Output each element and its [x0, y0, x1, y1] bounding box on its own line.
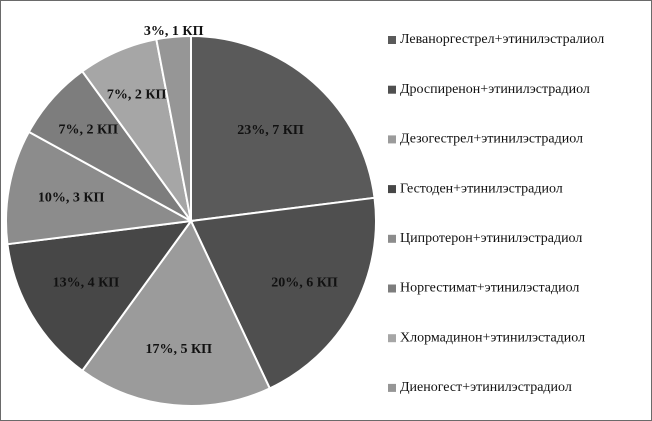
- slice-data-label: 7%, 2 КП: [59, 123, 119, 138]
- legend-swatch: [388, 85, 396, 94]
- pie-slices: [5, 34, 377, 407]
- slice-data-label: 13%, 4 КП: [53, 275, 120, 290]
- legend-label: Ципротерон+этинилэстрадиол: [400, 231, 582, 246]
- pie-slice: [5, 130, 195, 246]
- slice-data-label: 20%, 6 КП: [271, 276, 338, 291]
- legend-label: Хлормадинон+этинилэстадиол: [400, 330, 585, 345]
- slice-data-label: 3%, 1 КП: [144, 24, 204, 39]
- legend-swatch: [388, 36, 396, 44]
- data-labels: 23%, 7 КП 20%, 6 КП 17%, 5 КП 13%, 4 КП 10%,…: [38, 24, 338, 357]
- pie-slice: [155, 34, 192, 222]
- slice-data-label: 10%, 3 КП: [38, 190, 105, 205]
- pie-slice: [80, 219, 272, 407]
- legend-label: Леваноргестрел+этинилэстралиол: [400, 32, 604, 47]
- pie-slice: [6, 219, 194, 373]
- legend: Леваноргестрел+этинилэстралиол Дроспирено…: [388, 32, 604, 395]
- legend-swatch: [388, 383, 396, 392]
- legend-swatch: [388, 234, 396, 243]
- legend-swatch: [388, 185, 396, 194]
- legend-label: Дезогестрел+этинилэстрадиол: [400, 132, 583, 147]
- legend-swatch: [388, 284, 396, 293]
- slice-data-label: 17%, 5 КП: [146, 342, 213, 357]
- legend-label: Гестоден+этинилэстрадиол: [400, 181, 563, 196]
- legend-swatch: [388, 334, 396, 343]
- legend-label: Диеногест+этинилэстрадиол: [400, 380, 572, 395]
- legend-swatch: [388, 135, 396, 144]
- slice-data-label: 7%, 2 КП: [107, 88, 167, 103]
- legend-label: Норгестимат+этинилэстадиол: [400, 281, 579, 296]
- pie-slice: [190, 34, 376, 223]
- pie-slice: [189, 196, 377, 390]
- legend-label: Дроспиренон+этинилэстрадиол: [400, 82, 590, 97]
- slice-data-label: 23%, 7 КП: [237, 123, 304, 138]
